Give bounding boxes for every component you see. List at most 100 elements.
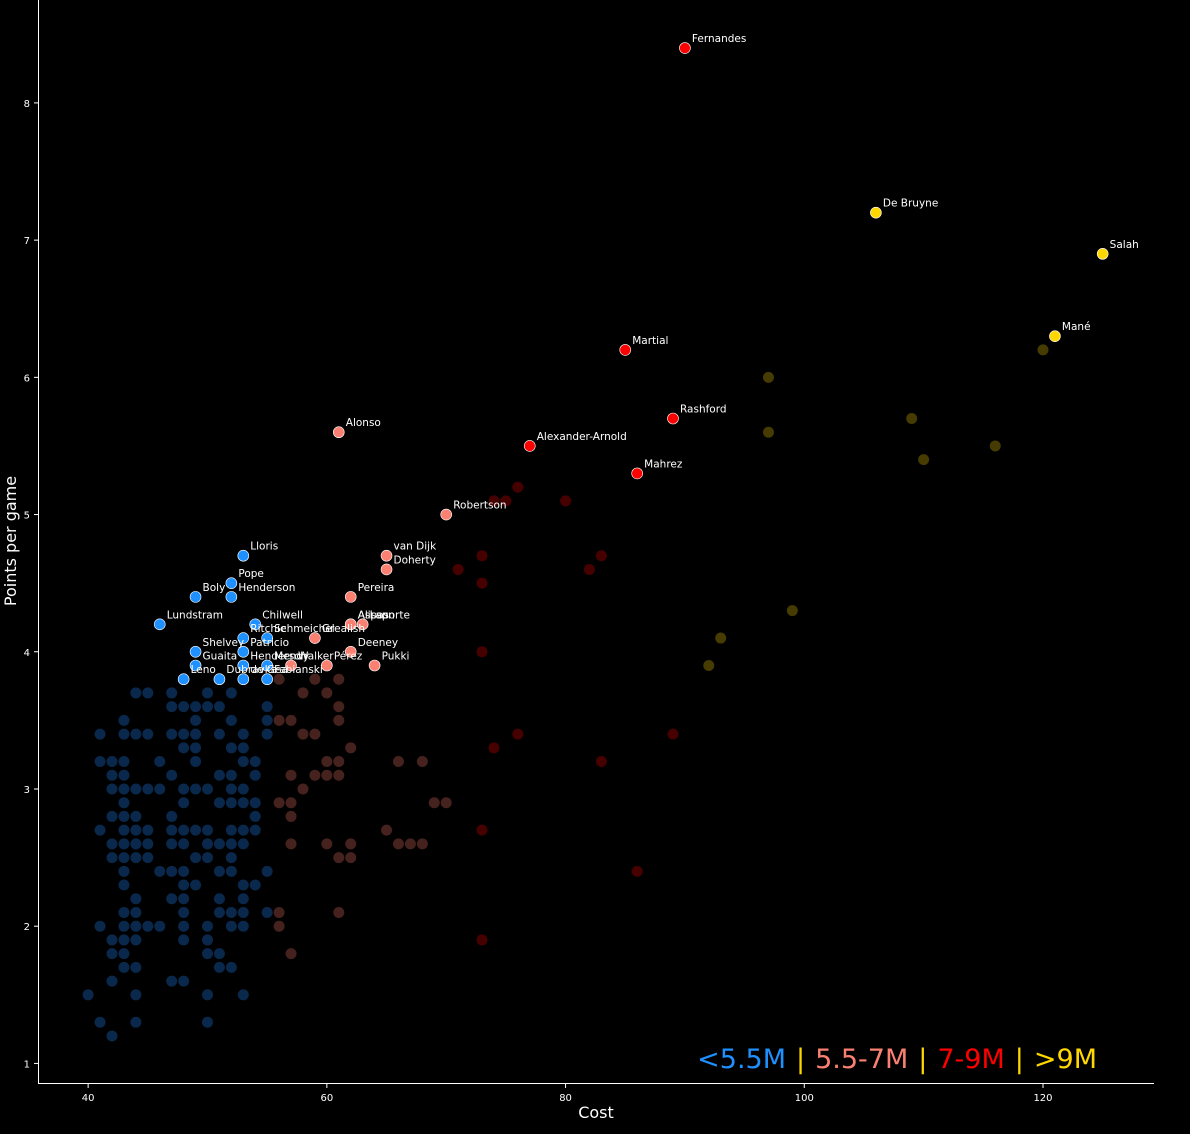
- labeled-data-point: [189, 591, 202, 603]
- data-point: [106, 948, 118, 960]
- data-point: [273, 673, 285, 685]
- data-point: [190, 879, 202, 891]
- point-label: Pérez: [334, 650, 363, 662]
- data-point: [201, 838, 213, 850]
- data-point: [118, 756, 130, 768]
- data-point: [154, 920, 166, 932]
- data-point: [190, 756, 202, 768]
- data-point: [154, 865, 166, 877]
- data-point: [225, 961, 237, 973]
- labeled-data-point: [285, 659, 297, 672]
- data-point: [715, 632, 727, 644]
- data-point: [118, 961, 130, 973]
- labeled-data-point: [309, 632, 321, 644]
- data-point: [118, 797, 130, 809]
- data-point: [130, 783, 142, 795]
- data-point: [178, 920, 190, 932]
- data-point: [333, 756, 345, 768]
- labeled-data-point: [237, 549, 250, 562]
- labeled-data-point: [332, 426, 345, 439]
- x-tick-label: 80: [559, 1093, 572, 1104]
- data-point: [178, 728, 190, 740]
- data-point: [285, 769, 297, 781]
- data-point: [762, 426, 774, 438]
- data-point: [130, 824, 142, 836]
- labeled-data-point: [237, 673, 250, 686]
- data-point: [118, 769, 130, 781]
- data-point: [190, 701, 202, 713]
- data-point: [261, 865, 273, 877]
- data-point: [321, 756, 333, 768]
- data-point: [452, 563, 464, 575]
- data-point: [237, 838, 249, 850]
- data-point: [130, 893, 142, 905]
- data-point: [237, 893, 249, 905]
- labeled-data-point: [344, 591, 357, 603]
- data-point: [178, 865, 190, 877]
- data-point: [130, 906, 142, 918]
- data-point: [309, 728, 321, 740]
- point-label: Lundstram: [167, 609, 223, 621]
- data-point: [82, 989, 94, 1001]
- labeled-data-point: [368, 659, 381, 672]
- labeled-data-point: [344, 645, 357, 658]
- data-point: [249, 797, 261, 809]
- data-point: [404, 838, 416, 850]
- point-label: Mané: [1062, 321, 1091, 333]
- data-point: [118, 824, 130, 836]
- data-point: [560, 495, 572, 507]
- data-point: [237, 879, 249, 891]
- labeled-data-point: [619, 344, 632, 356]
- data-point: [201, 1016, 213, 1028]
- data-point: [166, 687, 178, 699]
- data-point: [333, 673, 345, 685]
- point-label: Ritchie: [250, 623, 286, 635]
- data-point: [249, 769, 261, 781]
- data-point: [428, 797, 440, 809]
- data-point: [297, 687, 309, 699]
- labeled-data-point: [667, 412, 679, 425]
- data-point: [106, 838, 118, 850]
- labeled-data-point: [189, 659, 202, 672]
- data-point: [142, 728, 154, 740]
- data-point: [703, 659, 715, 671]
- data-point: [273, 714, 285, 726]
- data-point: [416, 838, 428, 850]
- data-point: [381, 824, 393, 836]
- data-point: [130, 852, 142, 864]
- data-point: [118, 934, 130, 946]
- data-point: [130, 838, 142, 850]
- data-point: [213, 769, 225, 781]
- data-point: [213, 797, 225, 809]
- data-point: [237, 906, 249, 918]
- point-label: Salah: [1110, 239, 1139, 251]
- data-point: [178, 893, 190, 905]
- point-label: Chilwell: [262, 609, 303, 621]
- data-point: [309, 769, 321, 781]
- data-point: [345, 838, 357, 850]
- data-point: [190, 742, 202, 754]
- data-point: [321, 687, 333, 699]
- legend-item: 7-9M: [937, 1044, 1004, 1075]
- labeled-data-point: [380, 549, 393, 562]
- data-point: [512, 728, 524, 740]
- data-point: [225, 769, 237, 781]
- data-point: [321, 769, 333, 781]
- point-label: Pukki: [382, 650, 410, 662]
- data-point: [237, 989, 249, 1001]
- data-point: [201, 989, 213, 1001]
- data-point: [106, 783, 118, 795]
- data-point: [190, 728, 202, 740]
- data-point: [118, 948, 130, 960]
- point-label: Henderson: [250, 650, 307, 662]
- labeled-data-point: [213, 673, 226, 686]
- data-point: [249, 756, 261, 768]
- data-point: [106, 852, 118, 864]
- legend-separator: |: [796, 1044, 805, 1075]
- point-label: de Gea: [250, 664, 288, 676]
- labeled-data-point: [440, 508, 453, 521]
- data-point: [142, 824, 154, 836]
- data-point: [225, 906, 237, 918]
- data-point: [201, 948, 213, 960]
- data-point: [201, 701, 213, 713]
